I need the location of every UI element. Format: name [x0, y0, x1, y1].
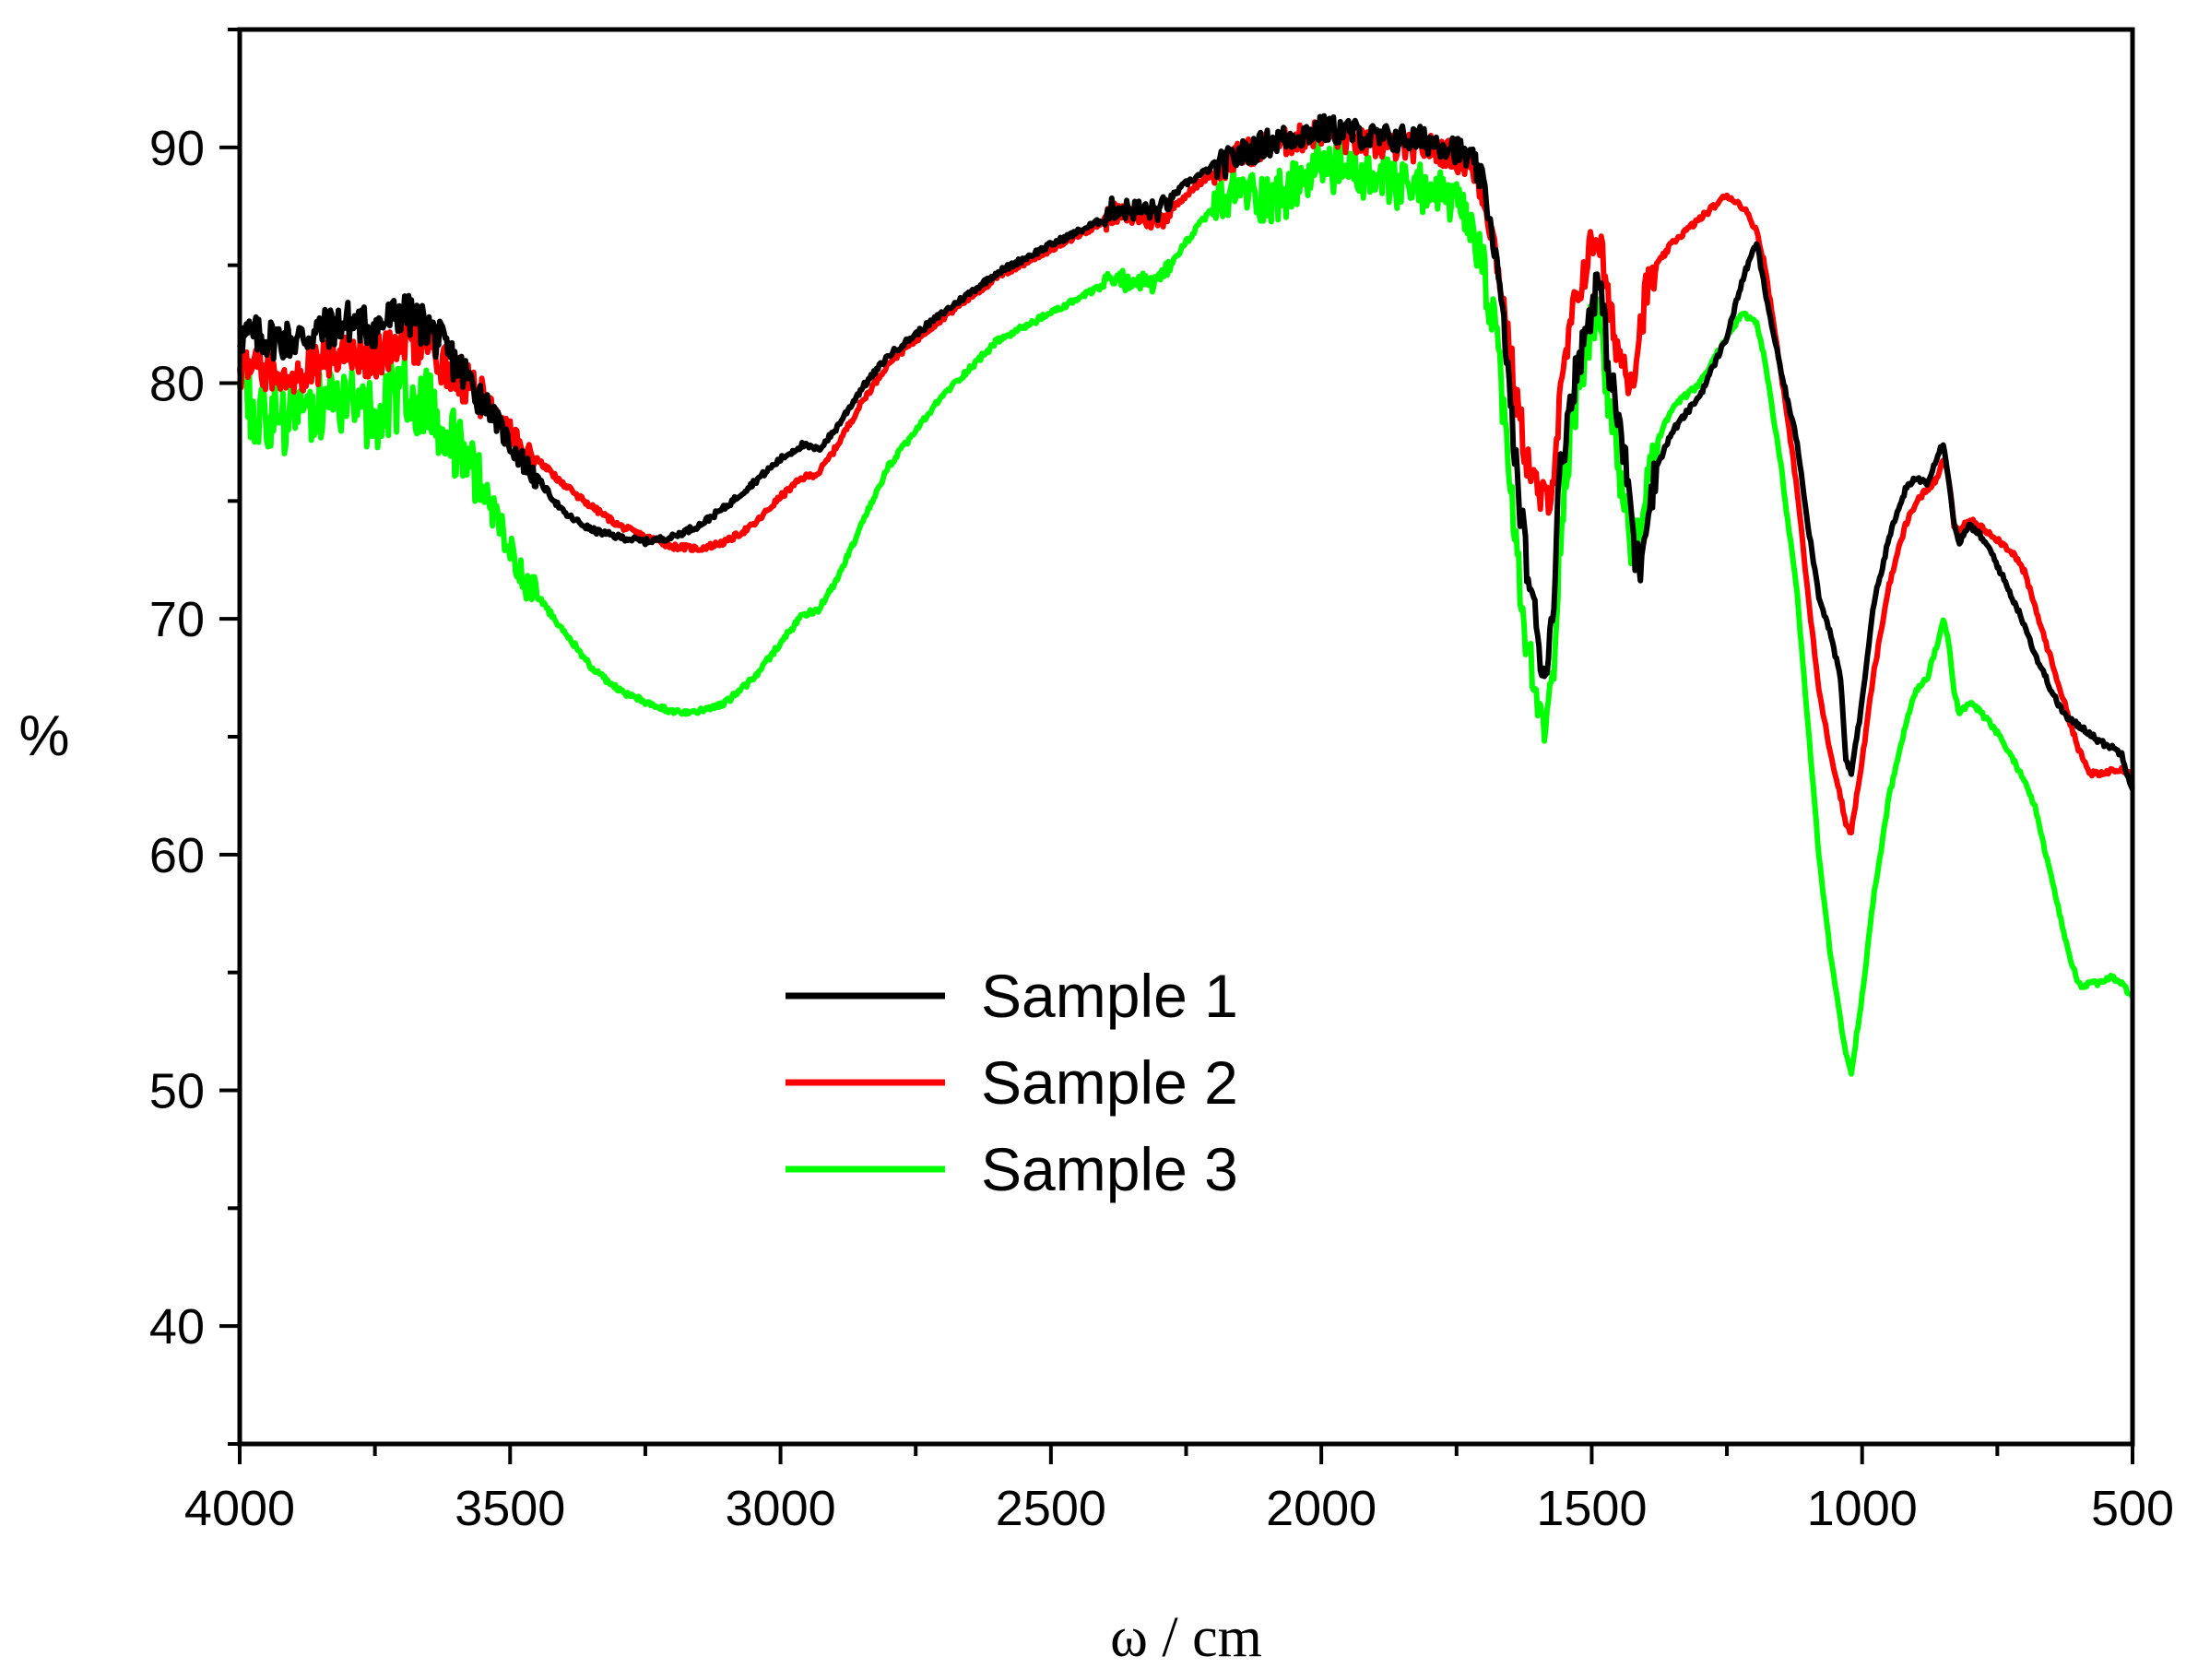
x-tick-label-2000: 2000	[1266, 1481, 1377, 1536]
x-tick-label-500: 500	[2091, 1481, 2174, 1536]
y-tick-label-60: 60	[149, 828, 205, 883]
y-tick-label-90: 90	[149, 121, 205, 176]
x-tick-label-1000: 1000	[1807, 1481, 1918, 1536]
x-axis: 4000 3500 3000 2500 2000 1500 1000 500	[184, 1444, 2174, 1536]
y-axis-title: %	[18, 704, 69, 768]
x-tick-label-4000: 4000	[184, 1481, 295, 1536]
series-line-2	[237, 118, 2134, 835]
y-axis: 40 50 60 70 80 90	[149, 28, 240, 1446]
series-line-1	[237, 112, 2135, 791]
legend-label-3: Sample 3	[981, 1135, 1238, 1203]
y-tick-label-50: 50	[149, 1064, 205, 1119]
legend-label-2: Sample 2	[981, 1048, 1238, 1117]
x-tick-label-3500: 3500	[455, 1481, 565, 1536]
series-layer	[237, 112, 2135, 1077]
x-tick-label-1500: 1500	[1536, 1481, 1647, 1536]
legend: Sample 1 Sample 2 Sample 3	[786, 962, 1238, 1203]
y-tick-label-70: 70	[149, 592, 205, 647]
x-tick-label-3000: 3000	[726, 1481, 836, 1536]
series-line-3	[237, 139, 2135, 1077]
y-tick-label-80: 80	[149, 357, 205, 412]
x-axis-title: ω / cm	[1110, 1606, 1262, 1669]
legend-label-1: Sample 1	[981, 962, 1238, 1030]
x-tick-label-2500: 2500	[996, 1481, 1106, 1536]
y-tick-label-40: 40	[149, 1299, 205, 1355]
